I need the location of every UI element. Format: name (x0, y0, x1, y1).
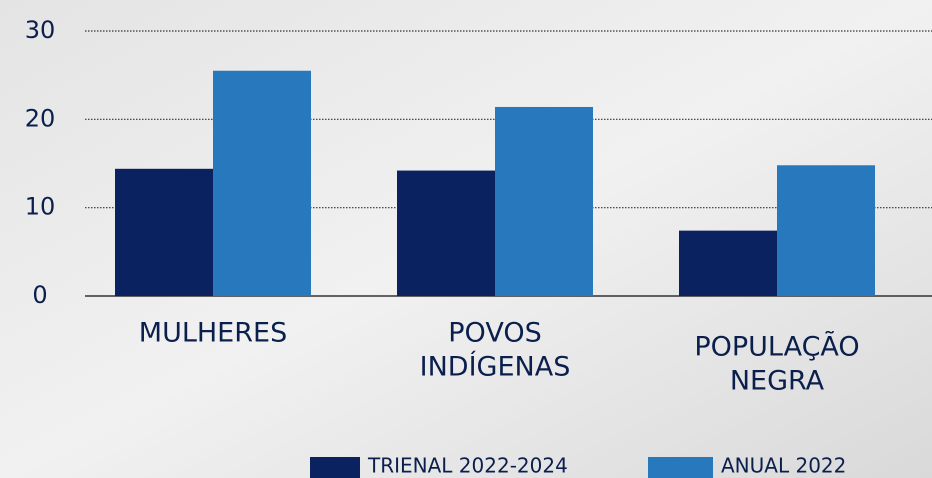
y-tick-label: 10 (25, 193, 56, 221)
legend-label: ANUAL 2022 (721, 454, 846, 478)
bar (679, 230, 777, 296)
legend-swatch (648, 457, 713, 478)
x-tick-label: POPULAÇÃO (694, 331, 859, 363)
x-tick-label: NEGRA (730, 366, 825, 397)
x-tick-label: INDÍGENAS (420, 351, 571, 383)
bar (213, 70, 311, 296)
legend-swatch (310, 457, 360, 478)
x-tick-label: POVOS (448, 318, 541, 349)
y-tick-label: 20 (25, 104, 56, 132)
bar (397, 170, 495, 296)
bar (495, 106, 593, 296)
bar (115, 168, 213, 296)
y-tick-label: 30 (25, 16, 56, 44)
x-tick-label: MULHERES (139, 318, 287, 349)
bar (777, 165, 875, 296)
y-tick-label: 0 (32, 281, 47, 309)
legend-label: TRIENAL 2022-2024 (367, 454, 568, 478)
